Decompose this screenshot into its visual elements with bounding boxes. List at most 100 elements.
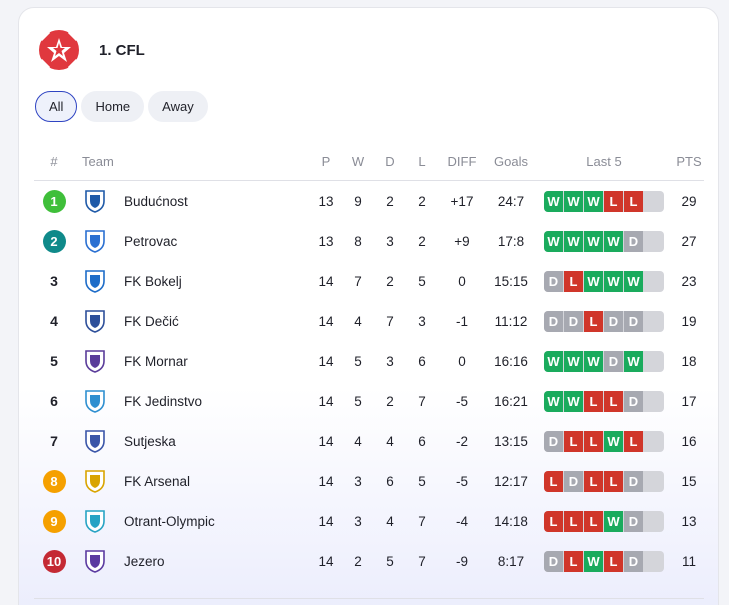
form-result-chip[interactable]: L [584, 430, 603, 452]
form-result-chip[interactable]: W [624, 350, 643, 372]
form-result-chip[interactable]: L [584, 510, 603, 532]
crest-cell [82, 221, 108, 261]
form-result-chip[interactable]: W [584, 190, 603, 212]
filter-all-button[interactable]: All [35, 91, 78, 122]
wins-cell: 4 [354, 313, 362, 329]
team-name[interactable]: FK Mornar [124, 353, 188, 369]
form-result-chip[interactable]: L [564, 430, 583, 452]
form-result-chip[interactable]: L [604, 190, 623, 212]
form-result-chip[interactable]: D [624, 230, 643, 252]
form-result-chip[interactable]: L [584, 470, 603, 492]
form-result-chip[interactable]: W [604, 270, 623, 292]
table-row[interactable]: 5 FK Mornar 14 5 3 6 0 16:16 W W W D W 18 [34, 341, 704, 381]
form-result-chip[interactable]: W [564, 230, 583, 252]
position-badge: 8 [42, 469, 66, 493]
crest-cell [82, 301, 108, 341]
form-result-chip[interactable]: D [544, 430, 563, 452]
otrant-crest-icon [85, 510, 105, 533]
team-name[interactable]: FK Arsenal [124, 473, 191, 489]
form-result-chip[interactable]: L [624, 430, 643, 452]
form-result-chip[interactable]: L [624, 190, 643, 212]
table-row[interactable]: 6 FK Jedinstvo 14 5 2 7 -5 16:21 W W L L D 17 [34, 381, 704, 421]
form-result-chip[interactable]: W [604, 230, 623, 252]
form-result-chip[interactable]: D [624, 470, 643, 492]
team-name[interactable]: FK Bokelj [124, 273, 182, 289]
form-result-chip[interactable]: D [624, 310, 643, 332]
team-name[interactable]: Jezero [124, 553, 165, 569]
form-result-chip[interactable]: D [564, 470, 583, 492]
form-result-chip[interactable]: D [624, 390, 643, 412]
form-result-chip[interactable]: L [564, 550, 583, 572]
form-result-chip[interactable]: L [604, 390, 623, 412]
position-number: 6 [50, 393, 58, 409]
form-result-chip[interactable]: D [564, 310, 583, 332]
team-name[interactable]: Sutjeska [124, 433, 176, 449]
table-row[interactable]: 3 FK Bokelj 14 7 2 5 0 15:15 D L W W W 23 [34, 261, 704, 301]
draws-cell: 2 [386, 393, 394, 409]
points-cell: 27 [681, 233, 697, 249]
col-pts-header: PTS [676, 153, 702, 169]
team-name[interactable]: Petrovac [124, 233, 178, 249]
losses-cell: 5 [418, 273, 426, 289]
form-result-chip[interactable]: L [564, 270, 583, 292]
losses-cell: 6 [418, 353, 426, 369]
position-number: 4 [50, 313, 58, 329]
losses-cell: 2 [418, 193, 426, 209]
form-result-chip[interactable]: D [544, 270, 563, 292]
table-row[interactable]: 2 Petrovac 13 8 3 2 +9 17:8 W W W W D 27 [34, 221, 704, 261]
form-result-chip[interactable]: L [584, 310, 603, 332]
form-result-chip[interactable]: W [584, 270, 603, 292]
form-result-chip[interactable]: W [544, 350, 563, 372]
filter-away-button[interactable]: Away [148, 91, 208, 122]
played-cell: 14 [318, 513, 334, 529]
form-result-chip[interactable]: D [544, 550, 563, 572]
form-result-chip[interactable]: D [544, 310, 563, 332]
form-result-chip[interactable]: W [584, 350, 603, 372]
form-result-chip[interactable]: D [604, 310, 623, 332]
form-result-chip[interactable]: W [544, 230, 563, 252]
form-result-chip[interactable]: L [604, 470, 623, 492]
team-name[interactable]: Otrant-Olympic [124, 513, 215, 529]
table-row[interactable]: 4 FK Dečić 14 4 7 3 -1 11:12 D D L D D 19 [34, 301, 704, 341]
played-cell: 14 [318, 353, 334, 369]
col-diff-header: DIFF [447, 153, 477, 169]
form-result-chip[interactable]: D [624, 510, 643, 532]
team-name[interactable]: Budućnost [124, 193, 188, 209]
form-result-chip[interactable]: W [584, 230, 603, 252]
form-result-chip[interactable]: D [624, 550, 643, 572]
table-row[interactable]: 8 FK Arsenal 14 3 6 5 -5 12:17 L D L L D 15 [34, 461, 704, 501]
form-result-chip[interactable]: W [584, 550, 603, 572]
form-result-chip[interactable]: W [604, 510, 623, 532]
filter-home-button[interactable]: Home [81, 91, 145, 122]
form-result-chip[interactable]: W [604, 430, 623, 452]
losses-cell: 7 [418, 393, 426, 409]
table-row[interactable]: 10 Jezero 14 2 5 7 -9 8:17 D L W L D 11 [34, 541, 704, 581]
played-cell: 14 [318, 273, 334, 289]
form-result-chip[interactable]: W [544, 190, 563, 212]
form-result-chip[interactable]: W [564, 390, 583, 412]
crest-cell [82, 181, 108, 221]
goal-diff-cell: -9 [455, 553, 468, 569]
form-result-chip[interactable]: W [624, 270, 643, 292]
table-row[interactable]: 1 Budućnost 13 9 2 2 +17 24:7 W W W L L 29 [34, 181, 704, 221]
table-row[interactable]: 7 Sutjeska 14 4 4 6 -2 13:15 D L L W L 16 [34, 421, 704, 461]
form-result-chip[interactable]: W [564, 350, 583, 372]
form-result-chip[interactable]: D [604, 350, 623, 372]
form-result-chip[interactable]: W [564, 190, 583, 212]
position-cell: 7 [34, 421, 74, 461]
form-result-chip[interactable]: L [544, 470, 563, 492]
table-row[interactable]: 9 Otrant-Olympic 14 3 4 7 -4 14:18 L L L W D 13 [34, 501, 704, 541]
form-result-chip[interactable]: L [564, 510, 583, 532]
form-result-chip[interactable]: L [584, 390, 603, 412]
team-name[interactable]: FK Jedinstvo [124, 393, 203, 409]
form-result-chip[interactable]: L [604, 550, 623, 572]
team-name[interactable]: FK Dečić [124, 313, 179, 329]
form-result-chip[interactable]: L [544, 510, 563, 532]
crest-cell [82, 421, 108, 461]
form-result-chip[interactable]: W [544, 390, 563, 412]
col-team-header: Team [82, 153, 114, 169]
